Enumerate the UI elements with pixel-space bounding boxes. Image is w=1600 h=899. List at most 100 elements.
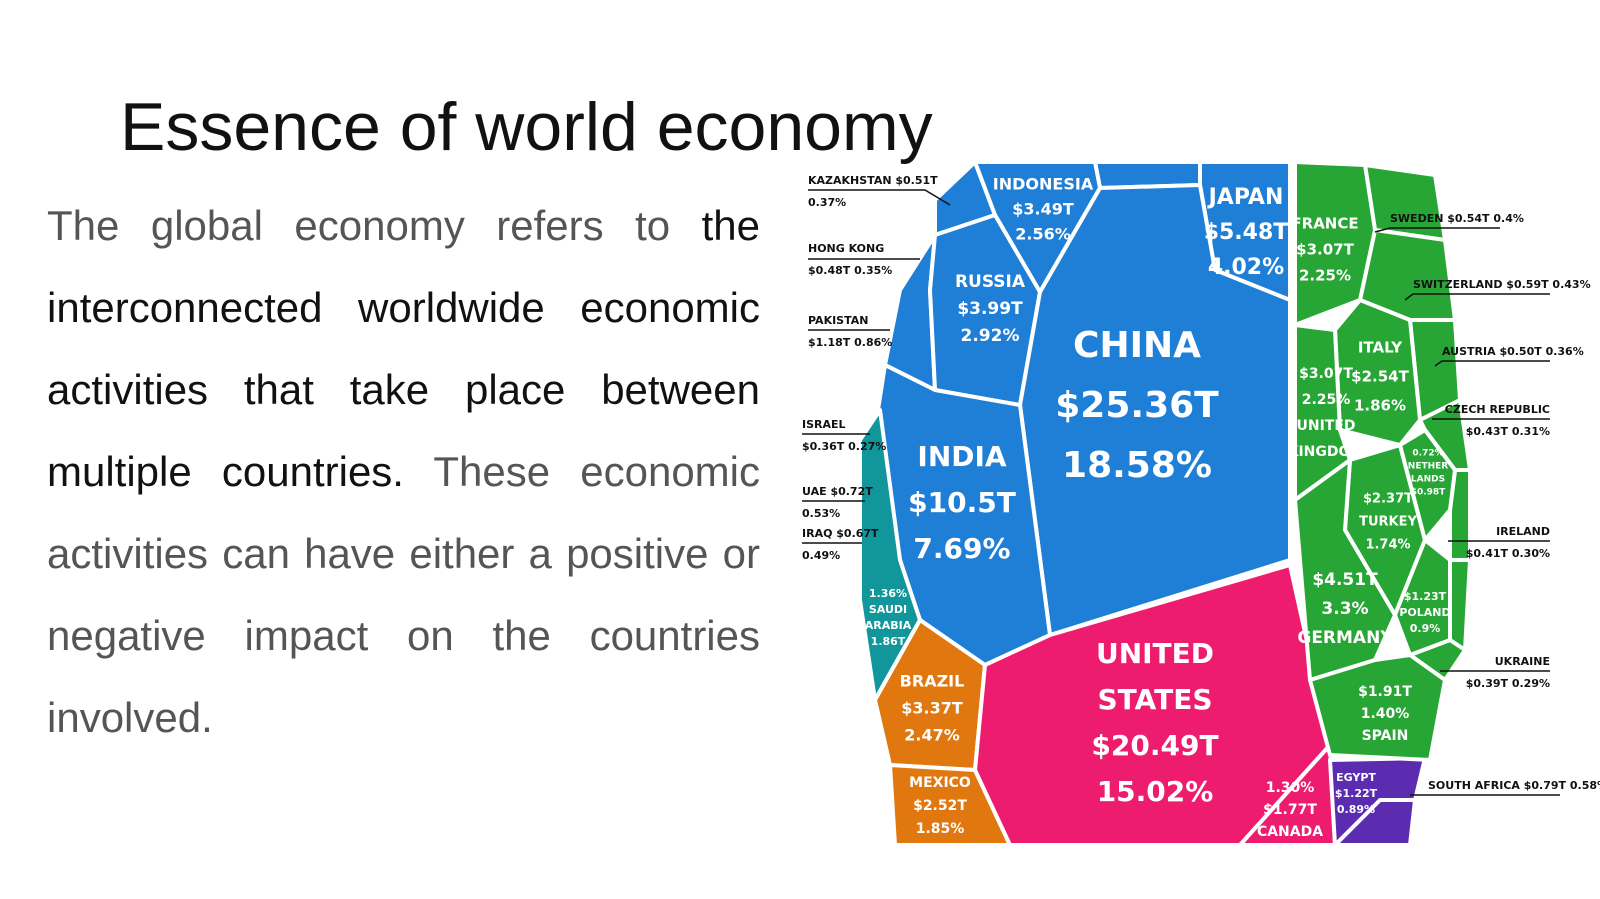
cell-label: INDONESIA [993,175,1094,194]
cell-label: $2.37T [1363,492,1413,507]
cell [1393,538,1452,657]
cell-label: 1.40% [1361,706,1410,722]
cell-label: 0.9% [1410,622,1441,635]
slide-title: Essence of world economy [120,89,933,165]
cell-label: 1.86T [871,635,906,648]
cell-label: 1.30% [1266,780,1315,796]
cell [1018,183,1292,637]
cell-label: $1.22T [1335,787,1378,800]
text-segment: The global economy refers to [47,202,702,249]
cell-label: $3.99T [957,299,1023,319]
callout-label: AUSTRIA $0.50T 0.36% [1442,345,1584,358]
callout-line [808,189,951,206]
cell-label: 2.25% [1299,267,1351,285]
cell-label: LANDS [1411,475,1445,485]
cell-label: $10.5T [908,486,1016,519]
callout-label: IRELAND [1496,525,1550,538]
callout-label: ISRAEL [802,418,846,431]
body-text: The global economy refers to the interco… [47,185,760,759]
cell [1293,160,1377,327]
cell [1293,323,1352,502]
callout-line [1404,293,1550,301]
cell-label: GERMANY [1297,628,1393,648]
callout-label: KAZAKHSTAN $0.51T [808,174,938,187]
callout-line [1374,227,1500,233]
callout-label: 0.49% [802,549,840,562]
cell-label: 18.58% [1062,445,1212,486]
callout-label: UKRAINE [1495,655,1550,668]
cell-label: $3.07T [1299,366,1353,382]
callout-label: $0.39T 0.29% [1466,677,1550,690]
cell-label: 1.74% [1365,538,1410,553]
cell-label: SPAIN [1362,728,1409,744]
callout-label: SOUTH AFRICA $0.79T 0.58% [1428,779,1600,792]
callout-label: CZECH REPUBLIC [1445,403,1550,416]
cell-label: EGYPT [1336,771,1376,784]
cell-label: INDIA [917,440,1007,473]
callout-label: UAE $0.72T [802,485,873,498]
cell-label: 4.02% [1208,255,1284,280]
cell-label: 2.56% [1015,225,1071,244]
labels: INDONESIA $3.49T 2.56% RUSSIA $3.99T 2.92% JAP… [802,174,1600,840]
cell [1398,428,1457,542]
cell-label: JAPAN [1207,185,1284,210]
cell-label: ITALY [1358,339,1403,357]
cell-label: KINGDOM [1288,444,1365,460]
cell-label: POLAND [1399,606,1450,619]
callout-label: $0.43T 0.31% [1466,425,1550,438]
cell-label: UNITED [1096,637,1214,670]
cell-label: UNITED [1296,418,1355,434]
cell-label: MEXICO [909,775,971,791]
cell-label: $0.98T [1411,488,1446,498]
cell-label: $3.07T [1296,241,1354,259]
text-segment: These economic activities can have eithe… [47,448,760,741]
callout-label: HONG KONG [808,242,884,255]
text-segment: the interconnected worldwide economic ac… [47,202,760,495]
callout-label: $0.36T 0.27% [802,440,886,453]
cell-label: 7.69% [913,532,1010,565]
callout-label: 0.37% [808,196,846,209]
callout-label: SWITZERLAND $0.59T 0.43% [1413,278,1591,291]
cell-label: RUSSIA [955,272,1026,292]
cell-label: SAUDI [869,603,907,616]
callout-label: PAKISTAN [808,314,868,327]
cell-label: $1.91T [1358,684,1412,700]
cell-label: $25.36T [1055,385,1219,426]
callout-label: 0.53% [802,507,840,520]
cell [1308,653,1447,762]
cell-label: 15.02% [1097,775,1214,808]
cell-label: 2.92% [961,326,1020,346]
cell-label: 2.47% [904,726,960,745]
callout-label: $0.48T 0.35% [808,264,892,277]
cell-label: 0.72% [1412,449,1443,459]
cell-label: 3.3% [1321,599,1368,619]
cell-label: $2.52T [913,798,967,814]
cell-label: BRAZIL [900,672,965,691]
cell-label: FRANCE [1291,215,1358,233]
cell-label: $3.37T [901,699,963,718]
cell-label: $2.54T [1351,368,1409,386]
cell-label: 1.86% [1354,397,1406,415]
cell-label: $5.48T [1204,220,1289,245]
callout-line [1434,360,1550,367]
callout-label: $0.41T 0.30% [1466,547,1550,560]
cell-label: ARABIA [865,619,912,632]
cell-label: $1.77T [1263,802,1317,818]
cells [858,160,1472,847]
cell-label: STATES [1098,683,1213,716]
cell-label: TURKEY [1359,515,1417,530]
callout-label: SWEDEN $0.54T 0.4% [1390,212,1524,225]
cell-label: $3.49T [1012,200,1074,219]
callout-label: IRAQ $0.67T [802,527,879,540]
cell-label: 0.89% [1337,803,1375,816]
cell-label: 2.25% [1302,392,1351,408]
cell-label: $1.23T [1404,590,1447,603]
cell-label: NETHER [1408,462,1448,472]
cell-label: $20.49T [1091,729,1218,762]
callout-label: $1.18T 0.86% [808,336,892,349]
cell [1448,558,1472,652]
cell-label: 1.85% [916,821,965,837]
cell-label: CANADA [1257,824,1323,840]
